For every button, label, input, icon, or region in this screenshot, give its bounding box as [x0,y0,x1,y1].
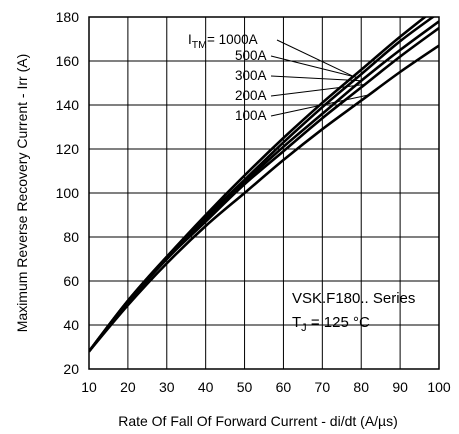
y-tick-label: 40 [63,317,79,333]
label-leader-line [270,94,370,117]
x-tick-label: 60 [276,379,292,395]
temperature-annotation: TJ = 125 °C [292,314,370,334]
label-leader-lines [270,39,370,117]
series-label: 100A [235,108,267,123]
series-line [89,26,439,353]
y-tick-label: 140 [56,97,80,113]
series-label: 500A [235,48,267,63]
x-tick-label: 20 [120,379,136,395]
temperature-subscript: J [301,322,307,334]
temperature-symbol: T [292,314,301,331]
x-tick-label: 40 [198,379,214,395]
label-leader-line [270,55,358,78]
series-lines [89,17,439,353]
y-tick-label: 60 [63,273,79,289]
label-leader-line [270,75,362,82]
y-tick-label: 160 [56,53,80,69]
y-tick-labels: 20 40 60 80 100 120 140 160 180 [56,9,80,377]
y-tick-label: 100 [56,185,80,201]
series-label: 300A [235,68,267,83]
x-tick-label: 80 [353,379,369,395]
series-line [89,44,439,353]
y-tick-label: 80 [63,229,79,245]
y-tick-label: 180 [56,9,80,25]
plot-frame [88,16,440,370]
series-annotation: VSK.F180.. Series [292,290,415,307]
y-tick-label: 20 [63,361,79,377]
y-axis-label: Maximum Reverse Recovery Current - Irr (… [14,54,30,333]
series-label: ITM= 1000A [188,32,258,51]
x-tick-label: 30 [159,379,175,395]
temperature-value: = 125 °C [307,314,370,331]
label-leader-line [270,83,366,97]
x-tick-label: 10 [81,379,97,395]
x-tick-label: 50 [237,379,253,395]
x-axis-label: Rate Of Fall Of Forward Current - di/dt … [118,413,398,429]
series-label: 200A [235,88,267,103]
x-tick-labels: 10 20 30 40 50 60 70 80 90 100 [81,379,451,395]
x-tick-label: 70 [315,379,331,395]
x-tick-label: 100 [427,379,451,395]
y-tick-label: 120 [56,141,80,157]
label-leader-line [276,39,354,77]
x-tick-label: 90 [392,379,408,395]
